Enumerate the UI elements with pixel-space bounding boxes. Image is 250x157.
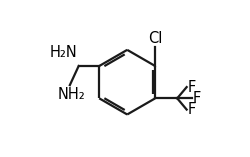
Text: F: F [188,102,196,117]
Text: H₂N: H₂N [50,45,77,60]
Text: NH₂: NH₂ [58,87,85,102]
Text: F: F [193,91,201,106]
Text: F: F [188,80,196,95]
Text: Cl: Cl [148,31,162,46]
